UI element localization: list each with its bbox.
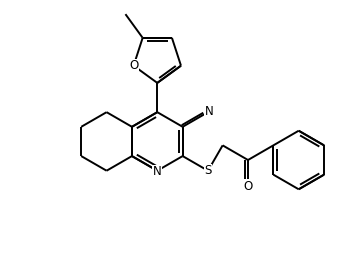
Text: O: O [130,59,139,72]
Text: N: N [153,165,162,178]
Text: O: O [243,180,253,193]
Text: S: S [204,164,212,177]
Text: N: N [205,105,213,118]
